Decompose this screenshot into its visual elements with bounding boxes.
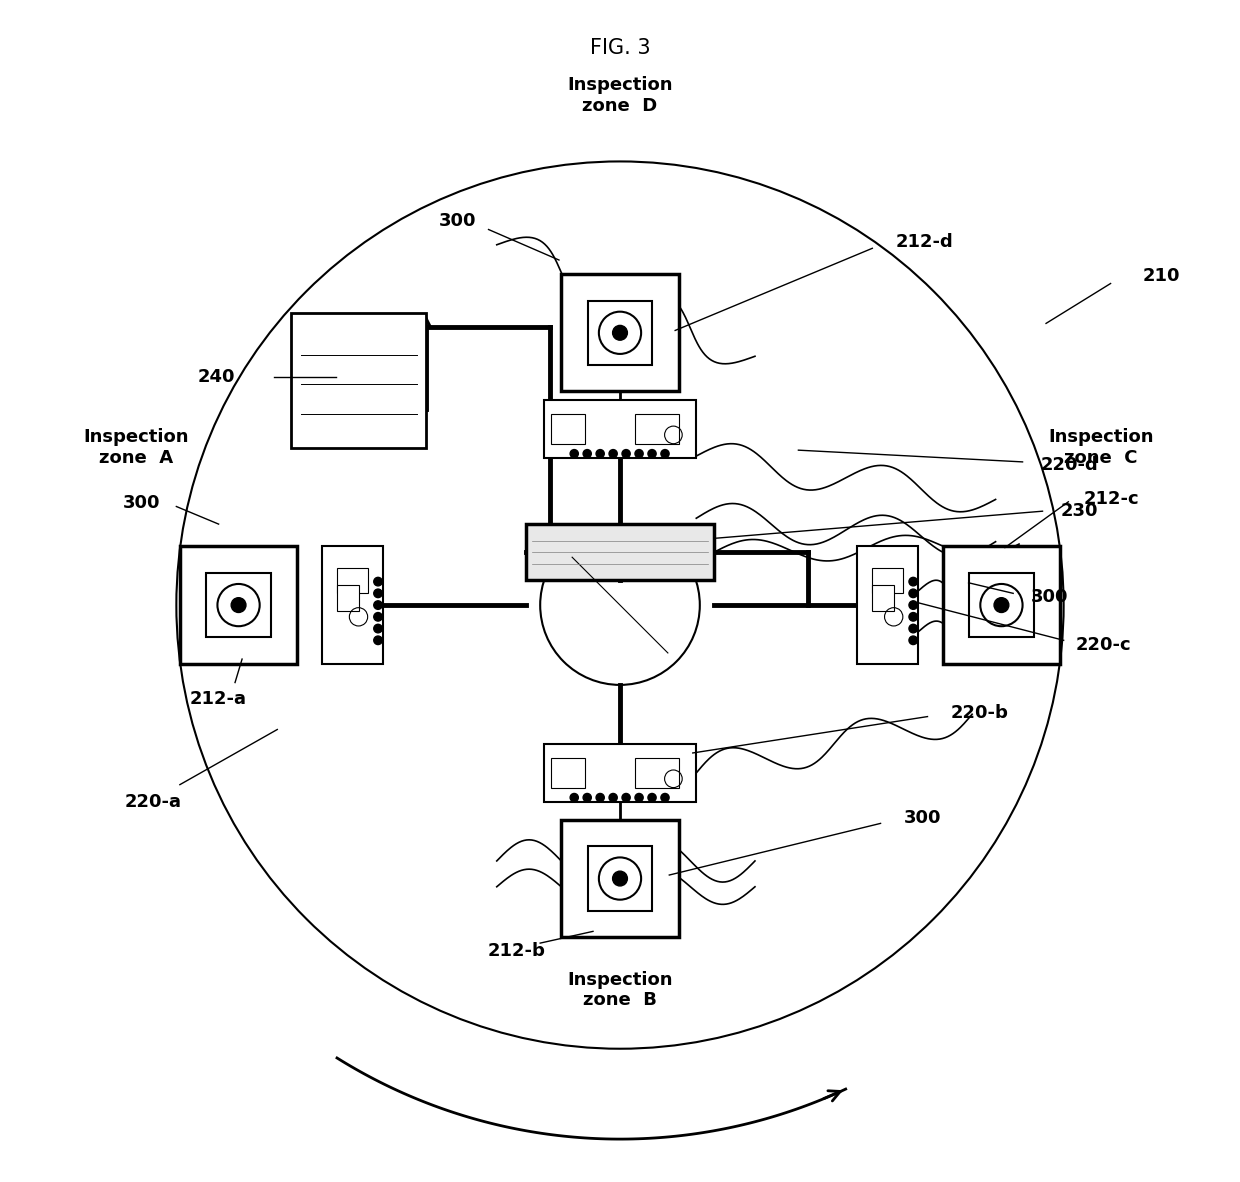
Circle shape xyxy=(373,577,382,586)
FancyBboxPatch shape xyxy=(970,573,1034,637)
Circle shape xyxy=(231,598,246,612)
Circle shape xyxy=(661,449,670,457)
FancyBboxPatch shape xyxy=(872,585,894,611)
Circle shape xyxy=(909,624,918,632)
FancyBboxPatch shape xyxy=(543,743,697,803)
Text: 230: 230 xyxy=(1060,502,1097,520)
Circle shape xyxy=(613,871,627,886)
FancyBboxPatch shape xyxy=(562,274,678,391)
Text: Inspection
zone  A: Inspection zone A xyxy=(83,428,190,467)
Circle shape xyxy=(596,793,604,801)
Text: Inspection
zone  B: Inspection zone B xyxy=(567,970,673,1009)
FancyBboxPatch shape xyxy=(635,415,678,443)
Text: Inspection
zone  C: Inspection zone C xyxy=(1049,428,1154,467)
FancyBboxPatch shape xyxy=(562,820,678,937)
FancyBboxPatch shape xyxy=(543,400,697,459)
FancyBboxPatch shape xyxy=(291,313,427,448)
FancyBboxPatch shape xyxy=(552,415,585,443)
Circle shape xyxy=(909,589,918,598)
Circle shape xyxy=(596,449,604,457)
Circle shape xyxy=(570,449,578,457)
Circle shape xyxy=(583,449,591,457)
FancyBboxPatch shape xyxy=(942,546,1060,664)
Text: 212-a: 212-a xyxy=(190,690,247,708)
Text: 240: 240 xyxy=(197,369,236,387)
Text: 300: 300 xyxy=(1030,587,1069,606)
Text: Inspection
zone  D: Inspection zone D xyxy=(567,77,673,115)
FancyBboxPatch shape xyxy=(588,846,652,911)
Text: 220-b: 220-b xyxy=(951,704,1009,722)
Text: 212-b: 212-b xyxy=(487,942,546,960)
Circle shape xyxy=(635,449,644,457)
Circle shape xyxy=(613,325,627,340)
Text: 212-d: 212-d xyxy=(895,233,954,252)
Circle shape xyxy=(994,598,1009,612)
Circle shape xyxy=(909,577,918,586)
Text: 212-c: 212-c xyxy=(1084,491,1140,508)
FancyBboxPatch shape xyxy=(552,758,585,787)
Circle shape xyxy=(909,636,918,644)
Circle shape xyxy=(649,793,656,801)
Circle shape xyxy=(609,449,618,457)
Circle shape xyxy=(622,449,630,457)
Circle shape xyxy=(373,589,382,598)
FancyBboxPatch shape xyxy=(526,524,714,580)
Circle shape xyxy=(373,600,382,610)
FancyBboxPatch shape xyxy=(180,546,298,664)
FancyBboxPatch shape xyxy=(206,573,270,637)
FancyBboxPatch shape xyxy=(588,300,652,365)
Circle shape xyxy=(373,624,382,632)
Circle shape xyxy=(373,612,382,621)
Circle shape xyxy=(635,793,644,801)
Circle shape xyxy=(649,449,656,457)
Circle shape xyxy=(909,600,918,610)
Circle shape xyxy=(570,793,578,801)
FancyBboxPatch shape xyxy=(322,546,383,664)
Text: 300: 300 xyxy=(904,808,941,826)
FancyBboxPatch shape xyxy=(635,758,678,787)
FancyBboxPatch shape xyxy=(337,585,358,611)
Text: 300: 300 xyxy=(123,494,160,512)
Circle shape xyxy=(583,793,591,801)
Text: 300: 300 xyxy=(439,213,477,230)
Text: 210: 210 xyxy=(1142,267,1179,286)
Circle shape xyxy=(661,793,670,801)
Text: FIG. 3: FIG. 3 xyxy=(590,38,650,58)
Text: 220-a: 220-a xyxy=(124,793,181,811)
FancyBboxPatch shape xyxy=(337,567,368,593)
Circle shape xyxy=(373,636,382,644)
Text: 220-c: 220-c xyxy=(1075,636,1131,654)
FancyBboxPatch shape xyxy=(872,567,903,593)
Circle shape xyxy=(622,793,630,801)
Circle shape xyxy=(609,793,618,801)
Text: 220-d: 220-d xyxy=(1040,456,1097,474)
Circle shape xyxy=(909,612,918,621)
FancyBboxPatch shape xyxy=(857,546,918,664)
